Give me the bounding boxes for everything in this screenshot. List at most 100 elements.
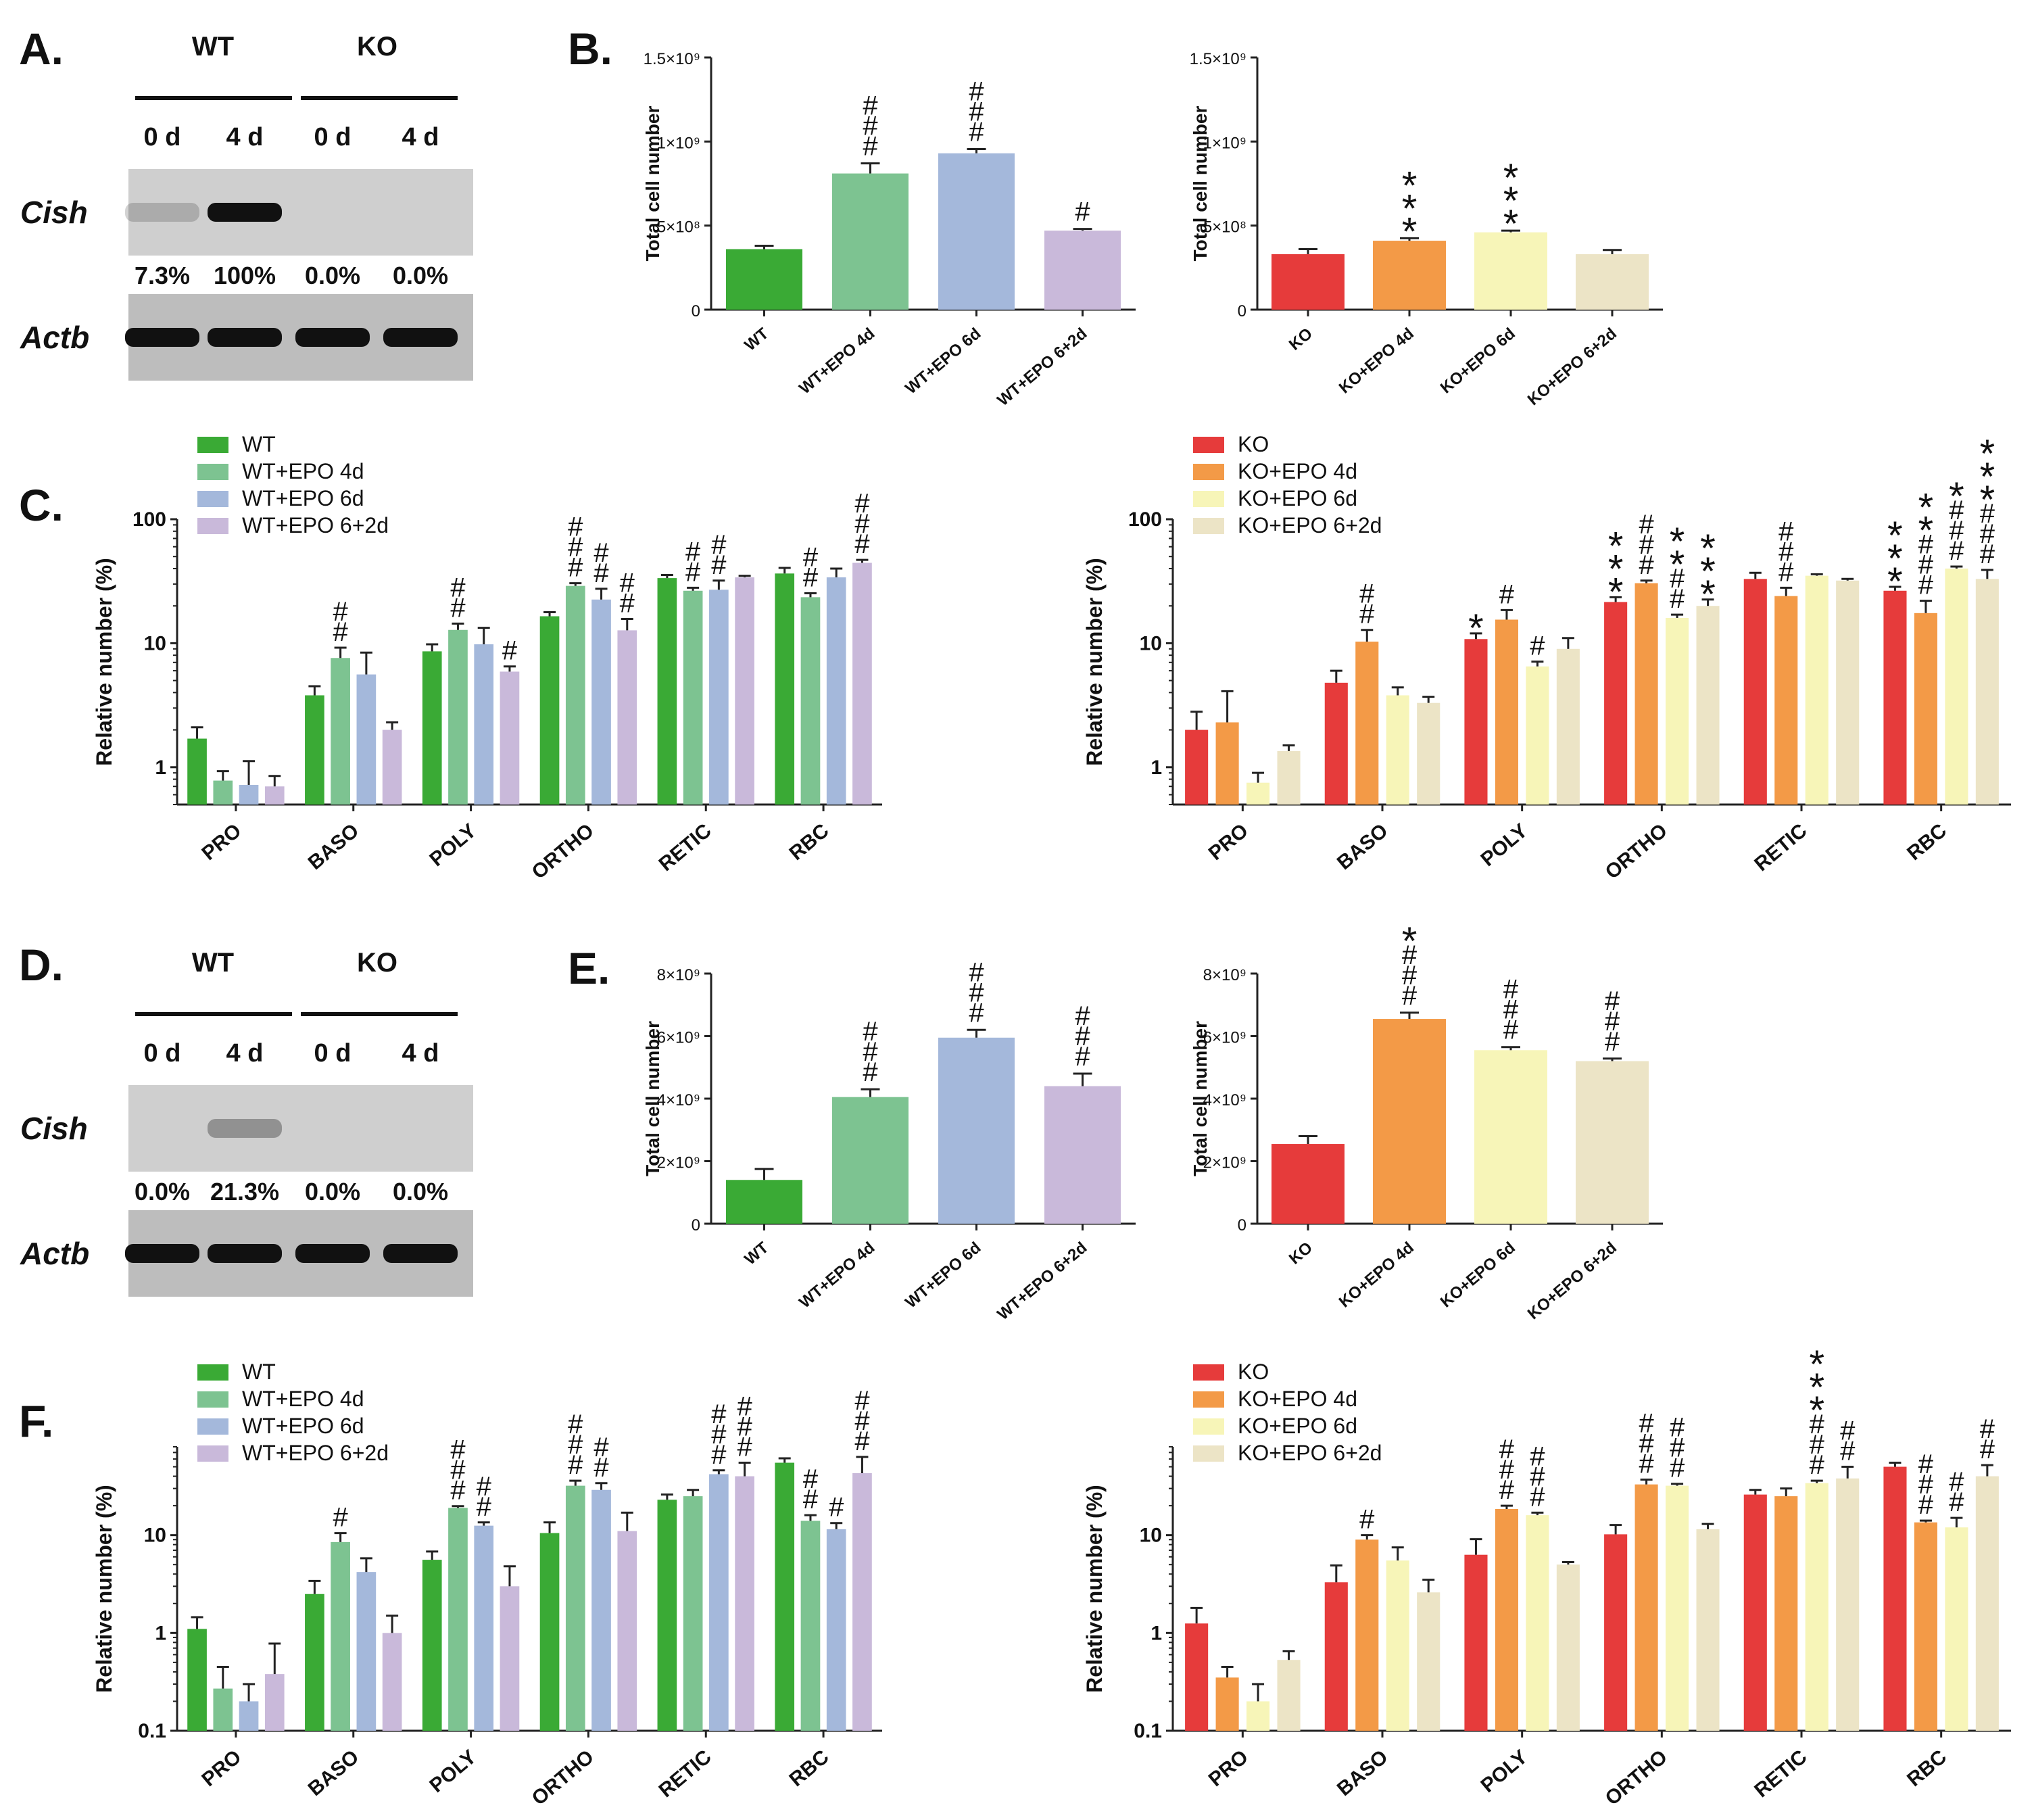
bar <box>1464 1554 1488 1731</box>
bar <box>1805 1483 1829 1731</box>
y-axis-title: Relative number (%) <box>92 558 116 766</box>
significance-hash: # <box>594 1433 609 1462</box>
bar <box>1836 1478 1860 1731</box>
bar <box>657 578 677 805</box>
x-tick-label: POLY <box>425 819 481 871</box>
legend-swatch <box>1193 437 1224 453</box>
significance-hash: # <box>1075 1001 1090 1031</box>
significance-hash: # <box>1075 197 1090 227</box>
legend-label: KO <box>1238 1360 1269 1384</box>
significance-hash: # <box>969 957 984 987</box>
y-tick-label: 6×10⁹ <box>657 1029 700 1047</box>
bar <box>775 1462 795 1731</box>
significance-hash: # <box>863 1017 878 1047</box>
significance-hash: # <box>450 1476 466 1506</box>
legend-label: KO+EPO 4d <box>1238 459 1357 483</box>
significance-hash: # <box>502 636 518 666</box>
gel-band <box>208 1244 282 1263</box>
gel-band <box>208 328 282 347</box>
significance-hash: # <box>1980 519 1995 549</box>
x-tick-label: PRO <box>1205 1746 1253 1791</box>
legend-label: WT+EPO 6+2d <box>242 513 389 537</box>
significance-hash: # <box>803 562 819 592</box>
significance-star: * <box>1980 478 1995 522</box>
significance-hash: # <box>1530 631 1545 661</box>
significance-star: * <box>1503 202 1519 246</box>
y-tick-label: 5×10⁸ <box>657 218 700 237</box>
bar <box>187 738 207 805</box>
bar <box>1774 596 1798 805</box>
bar <box>239 1701 259 1731</box>
legend-swatch <box>197 1445 228 1462</box>
significance-hash: # <box>594 558 609 588</box>
significance-star: * <box>1809 1343 1824 1387</box>
bar <box>1185 1623 1209 1731</box>
legend-label: KO+EPO 6d <box>1238 486 1357 510</box>
gel-percentage: 0.0% <box>393 1178 448 1205</box>
bar <box>852 1473 872 1731</box>
significance-hash: # <box>969 998 984 1028</box>
legend-label: WT <box>242 1360 276 1384</box>
significance-star: * <box>1402 210 1418 254</box>
significance-hash: # <box>333 617 349 647</box>
y-tick-label: 2×10⁹ <box>657 1154 700 1172</box>
legend-label: WT+EPO 6d <box>242 486 364 510</box>
significance-star: * <box>1700 527 1716 571</box>
gel-band <box>125 203 199 222</box>
bar <box>1386 1560 1409 1731</box>
x-tick-label: KO+EPO 6d <box>1437 1239 1519 1312</box>
significance-hash: # <box>854 529 870 559</box>
gel-lane-label: 4 d <box>402 123 439 151</box>
gel-strip <box>128 169 473 256</box>
x-tick-label: KO+EPO 6d <box>1437 325 1519 398</box>
bar <box>1805 575 1829 805</box>
bar <box>1185 729 1209 805</box>
y-tick-label: 100 <box>132 508 166 531</box>
gel-band <box>295 1244 370 1263</box>
significance-hash: # <box>1840 1437 1856 1466</box>
gel-row-label: Actb <box>20 1236 89 1271</box>
bar <box>356 674 377 805</box>
bar <box>1635 1484 1658 1731</box>
bar <box>382 1633 402 1731</box>
significance-hash: # <box>1980 1414 1995 1444</box>
significance-hash: # <box>1075 1022 1090 1051</box>
gel-lane-label: 0 d <box>314 123 352 151</box>
significance-hash: # <box>1949 496 1964 525</box>
y-tick-label: 0 <box>692 1216 700 1235</box>
significance-hash: # <box>1918 1470 1934 1500</box>
significance-hash: # <box>711 1440 727 1470</box>
significance-hash: # <box>1949 1467 1964 1497</box>
significance-hash: # <box>1980 499 1995 529</box>
significance-hash: # <box>450 1456 466 1485</box>
x-tick-label: WT+EPO 6d <box>902 325 984 398</box>
x-tick-label: POLY <box>1476 819 1532 871</box>
significance-hash: # <box>1980 540 1995 569</box>
significance-star: * <box>1402 919 1418 963</box>
y-tick-label: 6×10⁹ <box>1203 1029 1246 1047</box>
significance-star: * <box>1402 187 1418 231</box>
bar <box>448 629 468 805</box>
bar <box>735 577 754 805</box>
bar <box>1044 1086 1121 1224</box>
gel-percentage: 0.0% <box>305 1178 360 1205</box>
legend-swatch <box>197 518 228 534</box>
bar <box>1914 613 1937 805</box>
significance-hash: # <box>1499 1455 1515 1485</box>
gel-band <box>383 1244 458 1263</box>
bar <box>1495 1509 1518 1731</box>
y-axis-title: Relative number (%) <box>92 1485 116 1693</box>
bar <box>1474 232 1547 310</box>
bar <box>264 1674 285 1731</box>
significance-hash: # <box>1670 1433 1685 1463</box>
x-tick-label: RETIC <box>655 819 716 876</box>
bar <box>474 1525 494 1731</box>
bar <box>1914 1522 1937 1731</box>
gel-group-label: KO <box>357 32 397 62</box>
significance-star: * <box>1468 606 1484 650</box>
significance-hash: # <box>1359 579 1375 609</box>
significance-hash: # <box>568 512 583 542</box>
significance-hash: # <box>863 91 878 121</box>
significance-hash: # <box>1949 536 1964 566</box>
bar <box>1945 1527 1968 1731</box>
